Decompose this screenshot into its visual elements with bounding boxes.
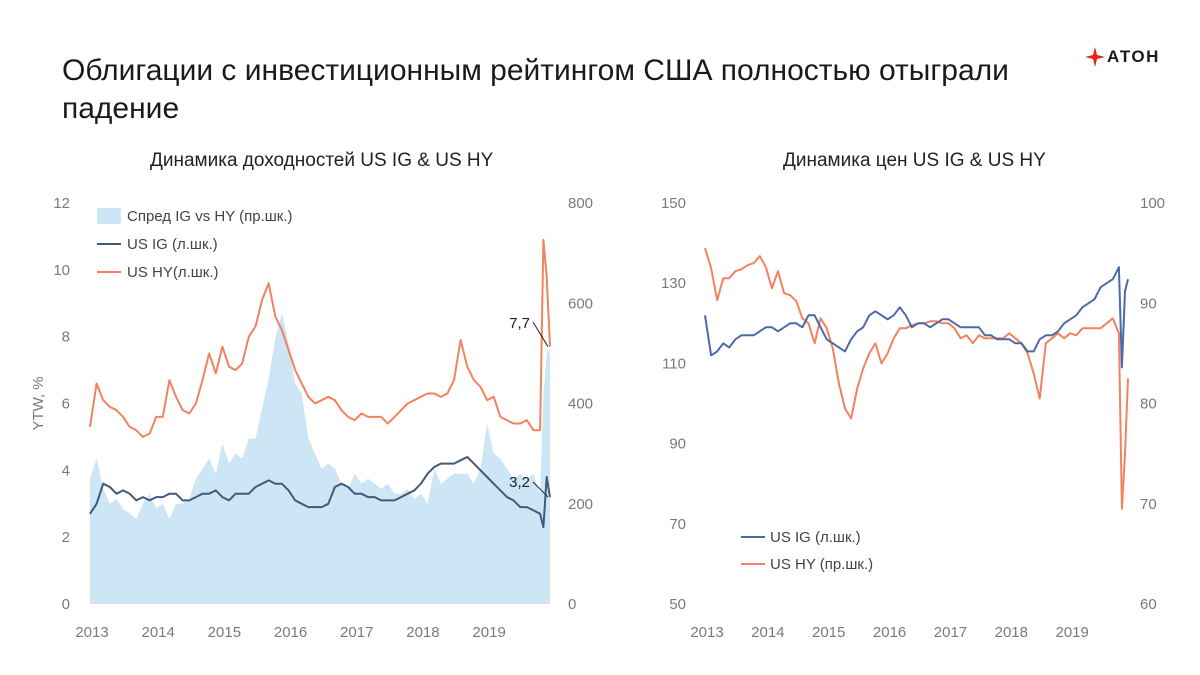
legend-label-us-ig: US IG (л.шк.) — [770, 529, 861, 546]
x-tick-2019: 2019 — [1055, 624, 1088, 641]
x-tick-2014: 2014 — [751, 624, 784, 641]
annotation-hy-leader — [532, 321, 549, 347]
y2-tick-600: 600 — [568, 295, 593, 312]
us-ig-yield-line — [89, 456, 551, 529]
y-tick-8: 8 — [62, 329, 70, 346]
y-tick-10: 10 — [53, 262, 70, 279]
legend-swatch-spread — [97, 208, 121, 224]
annotation-ig-value: 3,2 — [509, 474, 530, 491]
annotation-hy-value: 7,7 — [509, 315, 530, 332]
y2-tick-100: 100 — [1140, 195, 1165, 212]
x-tick-2015: 2015 — [812, 624, 845, 641]
yields-chart: 0 2 4 6 8 10 12 0 200 400 600 800 2013 2014 2015 2016 20… — [30, 195, 593, 641]
y-tick-2: 2 — [62, 529, 70, 546]
us-ig-price-line — [704, 266, 1129, 369]
y2-tick-200: 200 — [568, 496, 593, 513]
y2-tick-0: 0 — [568, 596, 576, 613]
y-tick-12: 12 — [53, 195, 70, 212]
y-tick-4: 4 — [62, 462, 70, 479]
y-tick-110: 110 — [662, 355, 686, 372]
chart1-title: Динамика доходностей US IG & US HY — [150, 150, 494, 171]
legend-label-us-ig: US IG (л.шк.) — [127, 236, 218, 253]
y2-tick-60: 60 — [1140, 596, 1157, 613]
aton-star-icon — [1085, 47, 1105, 67]
x-tick-2016: 2016 — [274, 624, 307, 641]
legend-label-spread: Спред IG vs HY (пр.шк.) — [127, 208, 293, 225]
y-axis-label: YTW, % — [30, 376, 47, 430]
prices-chart: 50 70 90 110 130 150 60 70 80 90 100 2013 2014 2015 20… — [661, 195, 1165, 641]
x-tick-2016: 2016 — [873, 624, 906, 641]
y2-tick-800: 800 — [568, 195, 593, 212]
aton-logo: АТОН — [1085, 42, 1160, 72]
x-tick-2018: 2018 — [995, 624, 1028, 641]
y2-tick-70: 70 — [1140, 496, 1157, 513]
x-tick-2017: 2017 — [934, 624, 967, 641]
us-hy-price-line — [704, 247, 1129, 510]
logo-text: АТОН — [1107, 47, 1160, 66]
x-tick-2013: 2013 — [75, 624, 108, 641]
x-tick-2018: 2018 — [406, 624, 439, 641]
page-title: Облигации с инвестиционным рейтингом США… — [62, 54, 1009, 125]
x-tick-2015: 2015 — [208, 624, 241, 641]
chart2-title: Динамика цен US IG & US HY — [783, 150, 1046, 171]
x-tick-2017: 2017 — [340, 624, 373, 641]
us-hy-yield-line — [89, 238, 551, 438]
y-tick-150: 150 — [661, 195, 686, 212]
legend-label-us-hy: US HY (пр.шк.) — [770, 556, 873, 573]
y2-tick-90: 90 — [1140, 295, 1157, 312]
y2-tick-80: 80 — [1140, 396, 1157, 413]
x-tick-2014: 2014 — [141, 624, 174, 641]
x-tick-2019: 2019 — [472, 624, 505, 641]
y-tick-6: 6 — [62, 396, 70, 413]
y-tick-90: 90 — [669, 436, 686, 453]
y-tick-130: 130 — [661, 275, 686, 292]
y2-tick-400: 400 — [568, 396, 593, 413]
annotation-ig-leader — [532, 481, 549, 498]
x-tick-2013: 2013 — [690, 624, 723, 641]
y-tick-50: 50 — [669, 596, 686, 613]
legend-label-us-hy: US HY(л.шк.) — [127, 264, 219, 281]
y-tick-0: 0 — [62, 596, 70, 613]
y-tick-70: 70 — [669, 516, 686, 533]
spread-area — [90, 313, 550, 604]
